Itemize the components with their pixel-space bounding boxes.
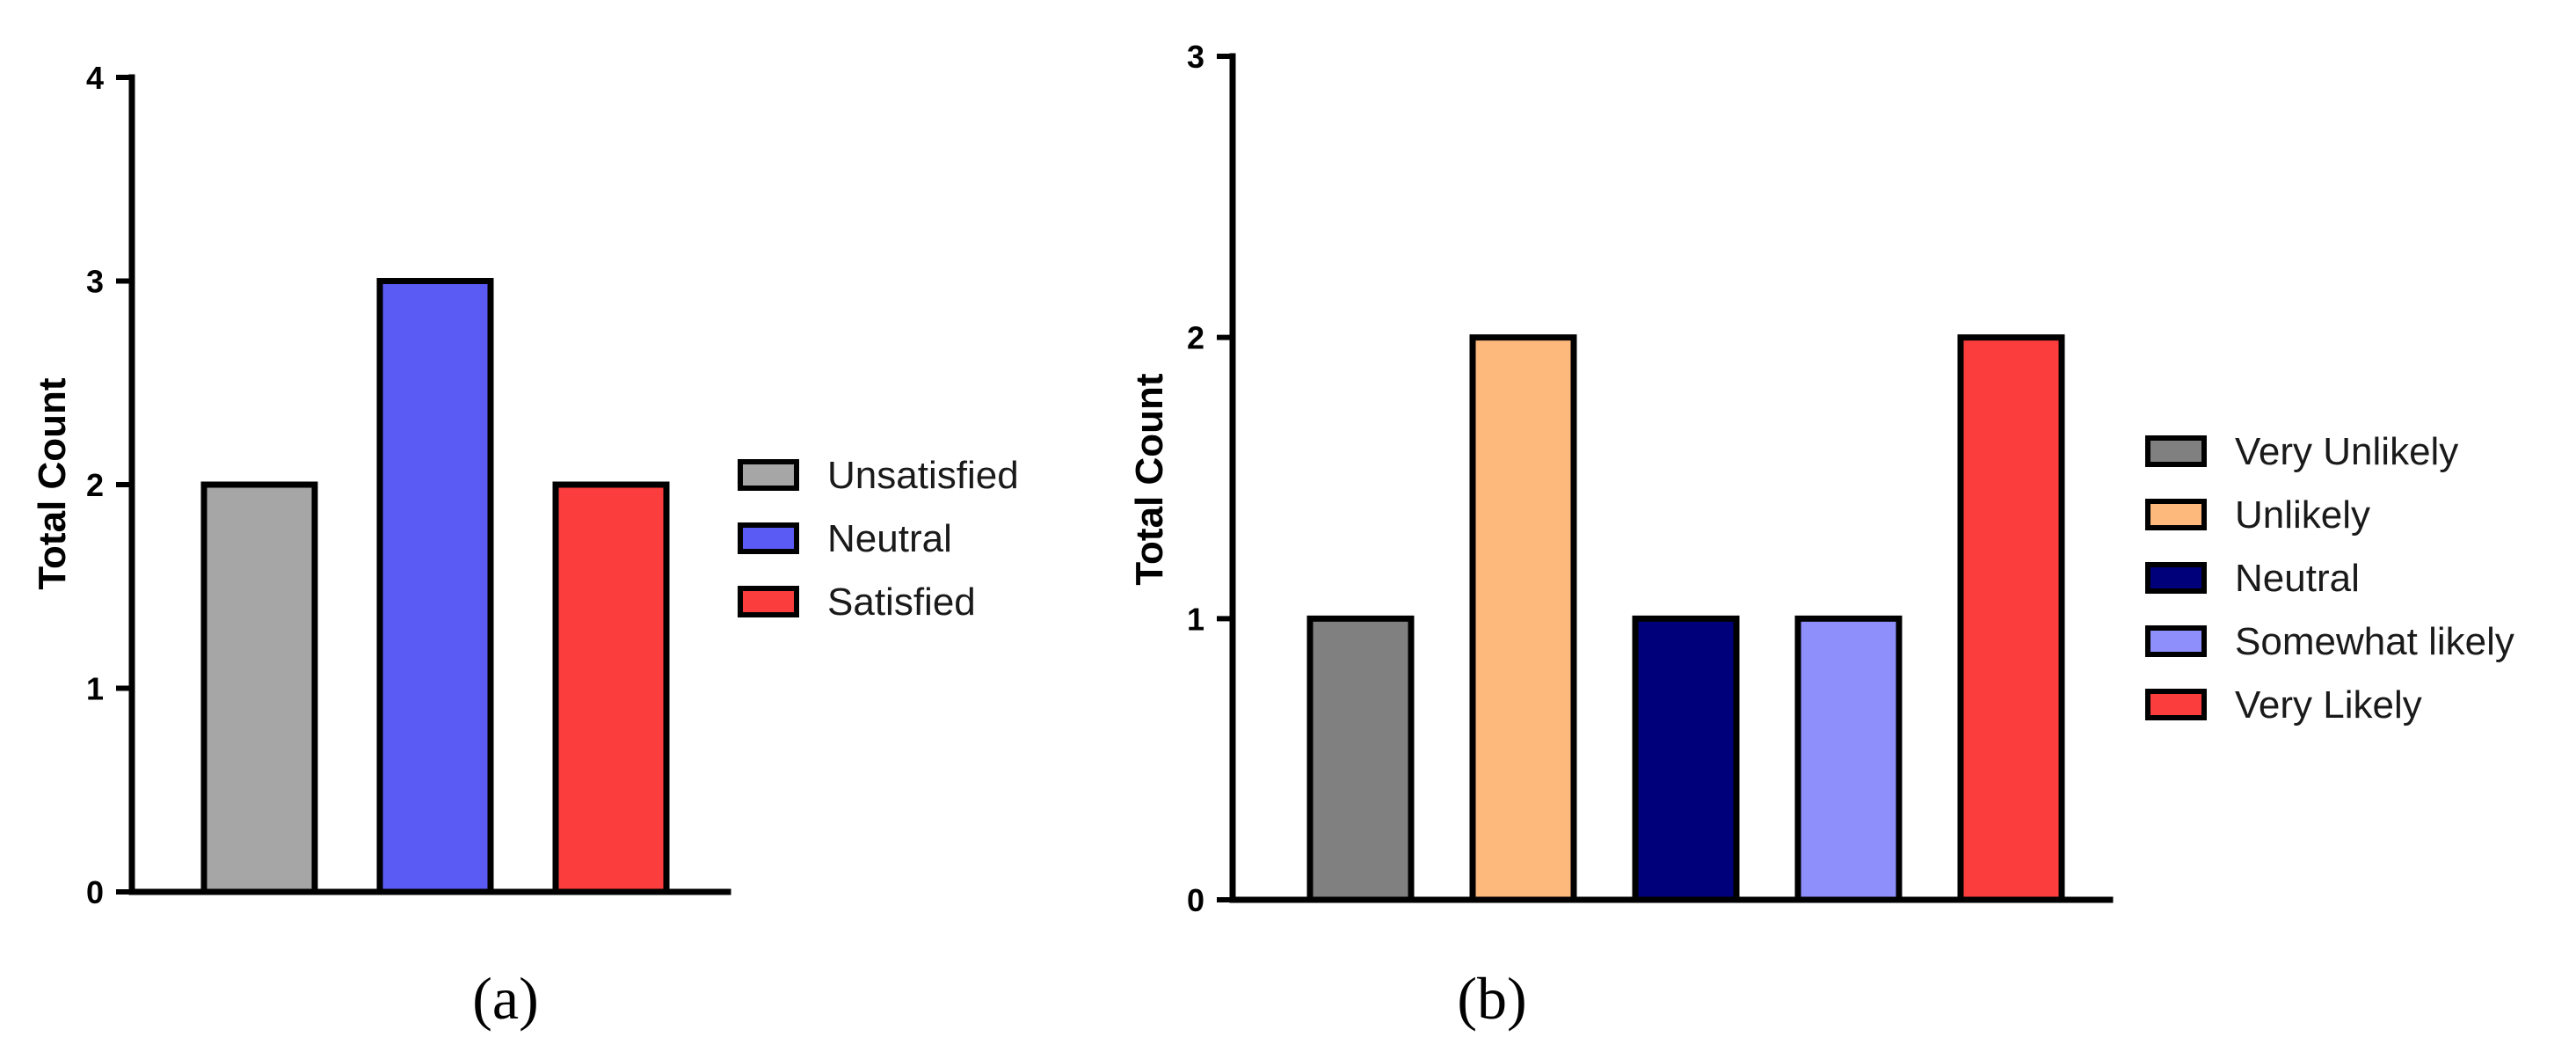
y-tick-label: 1 <box>86 671 104 707</box>
legend-label: Neutral <box>2235 557 2360 600</box>
bar-unlikely <box>1469 334 1577 903</box>
bars <box>1306 334 2065 903</box>
y-tick-label: 0 <box>1187 882 1204 918</box>
legend-label: Very Unlikely <box>2235 430 2458 473</box>
legend: Unsatisfied Neutral Satisfied <box>738 454 1019 624</box>
legend-label: Satisfied <box>827 581 976 624</box>
bar-somewhat-likely <box>1794 615 1903 903</box>
y-tick-label: 2 <box>1187 320 1204 356</box>
bars <box>200 278 670 895</box>
y-tick-label: 0 <box>86 874 104 910</box>
bar-neutral <box>1632 615 1740 903</box>
bar-unsatisfied <box>200 481 318 895</box>
y-axis-title: Total Count <box>31 377 74 589</box>
y-ticks: 0 1 2 3 <box>1187 39 1233 918</box>
y-tick-label: 3 <box>1187 39 1204 75</box>
legend-swatch <box>738 586 799 617</box>
legend-swatch <box>2145 689 2207 720</box>
legend-label: Somewhat likely <box>2235 620 2514 663</box>
legend: Very Unlikely Unlikely Neutral Somewhat lik… <box>2145 430 2514 727</box>
legend-swatch <box>738 459 799 491</box>
y-tick-label: 1 <box>1187 601 1204 637</box>
chart-panel-a: 0 1 2 3 4 Total Count Unsatisfied Neutral Sati… <box>31 60 1019 1032</box>
legend-swatch <box>2145 625 2207 657</box>
legend-swatch <box>2145 562 2207 594</box>
y-axis-title: Total Count <box>1128 373 1171 585</box>
panel-label-b: (b) <box>1457 965 1526 1032</box>
legend-label: Very Likely <box>2235 683 2422 727</box>
y-tick-label: 3 <box>86 264 104 300</box>
legend-label: Unlikely <box>2235 493 2370 537</box>
bar-very-likely <box>1957 334 2065 903</box>
legend-label: Neutral <box>827 517 952 560</box>
legend-swatch <box>738 522 799 554</box>
bar-satisfied <box>552 481 670 895</box>
y-tick-label: 4 <box>86 60 104 96</box>
y-tick-label: 2 <box>86 467 104 503</box>
panel-label-a: (a) <box>472 965 538 1032</box>
chart-panel-b: 0 1 2 3 Total Count Very Unlikely Unlikely Ne… <box>1128 39 2514 1032</box>
y-ticks: 0 1 2 3 4 <box>86 60 132 910</box>
bar-very-unlikely <box>1306 615 1415 903</box>
legend-swatch <box>2145 435 2207 467</box>
legend-label: Unsatisfied <box>827 454 1019 497</box>
bar-neutral <box>376 278 494 895</box>
legend-swatch <box>2145 499 2207 530</box>
